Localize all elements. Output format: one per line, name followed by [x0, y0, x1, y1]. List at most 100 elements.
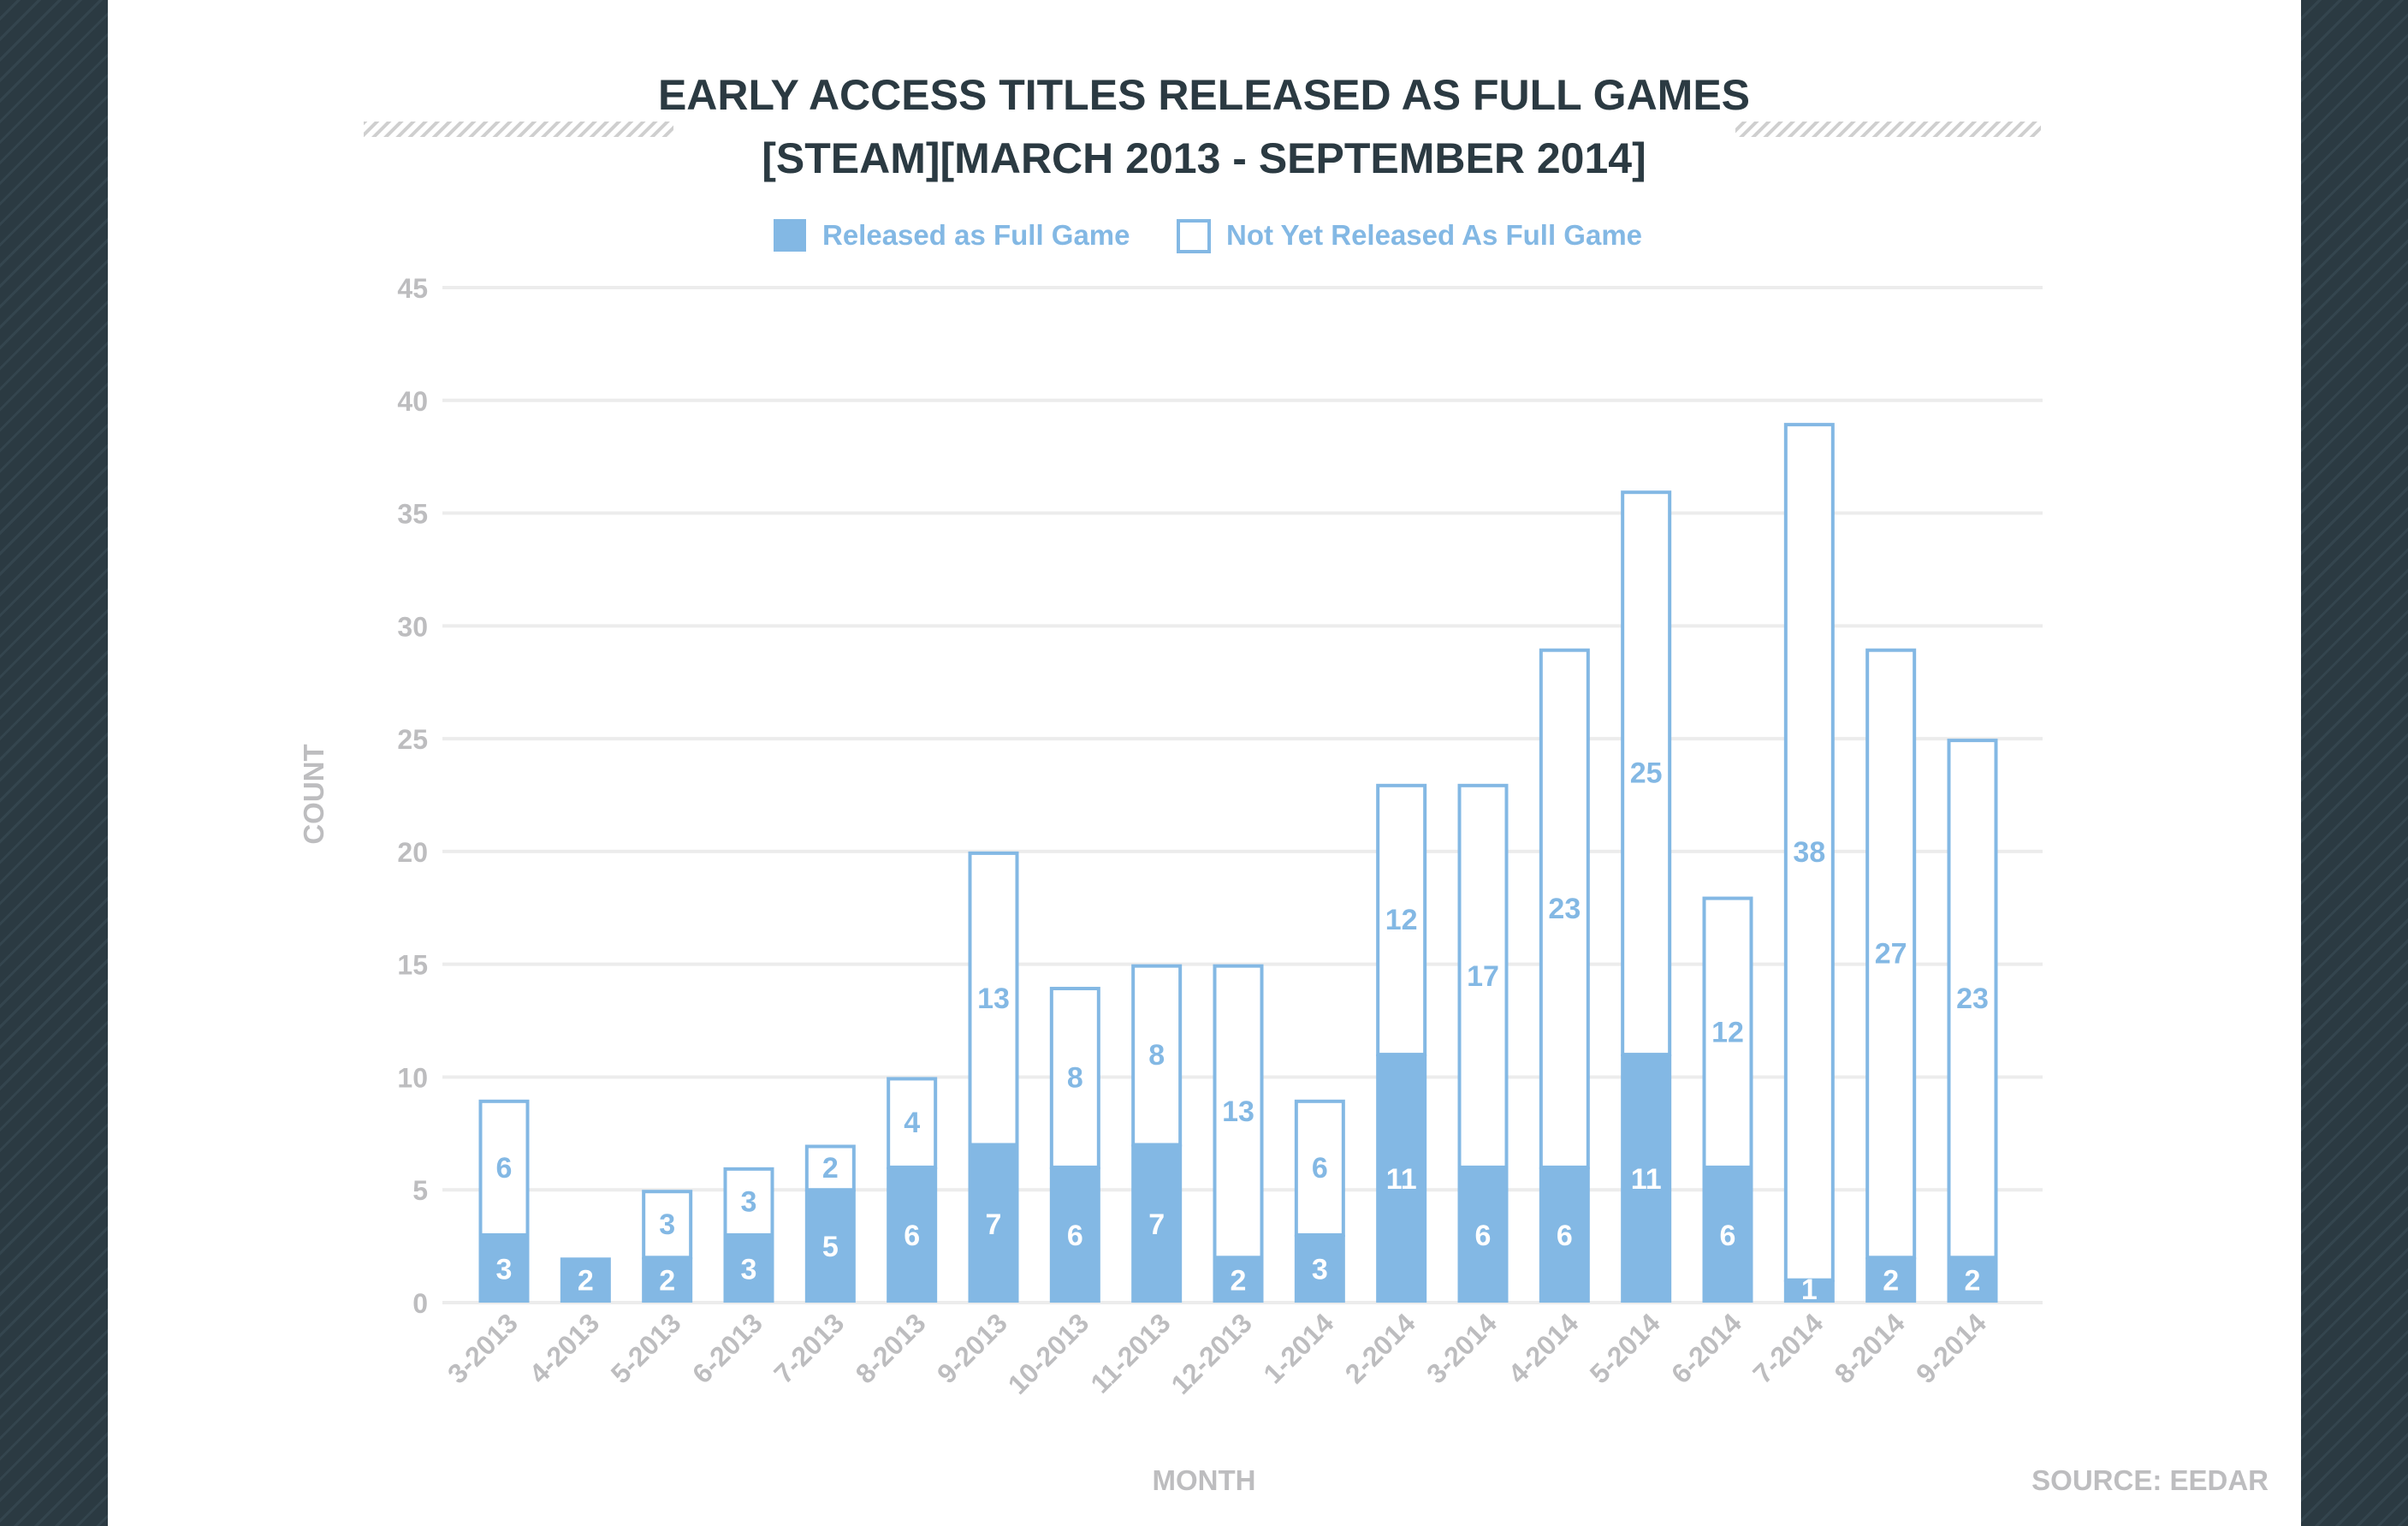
x-tick-label: 5-2014 [1584, 1307, 1666, 1389]
data-label-released: 2 [659, 1265, 675, 1297]
bar-not-released [1213, 964, 1264, 1260]
data-label-released: 6 [1475, 1220, 1492, 1252]
data-label-released: 3 [741, 1253, 757, 1286]
x-tick-label: 8-2013 [850, 1307, 932, 1389]
data-label-not-released: 23 [1956, 983, 1989, 1015]
data-label-not-released: 13 [1222, 1096, 1254, 1128]
y-tick-label: 0 [412, 1288, 428, 1319]
data-label-released: 6 [1720, 1220, 1736, 1252]
data-label-released: 1 [1801, 1274, 1818, 1306]
data-label-not-released: 8 [1067, 1061, 1083, 1094]
data-label-released: 6 [1067, 1220, 1083, 1252]
data-label-not-released: 25 [1630, 757, 1663, 790]
bar-not-released [1376, 783, 1427, 1057]
legend-label-released: Released as Full Game [822, 219, 1130, 251]
bar-released [478, 1234, 530, 1303]
data-label-not-released: 4 [904, 1107, 920, 1139]
bar-group: 23 6 [1539, 648, 1590, 1303]
y-axis-label: COUNT [298, 744, 329, 844]
x-tick-label: 4-2013 [523, 1307, 605, 1389]
bar-released [804, 1190, 856, 1303]
bar-not-released [1947, 739, 1998, 1260]
data-label-not-released: 38 [1793, 836, 1825, 869]
x-tick-label: 9-2013 [931, 1307, 1013, 1389]
bar-not-released [1621, 490, 1672, 1057]
bar-released [1213, 1257, 1264, 1303]
data-label-not-released: 3 [659, 1208, 675, 1241]
legend-swatch-not-released [1177, 219, 1211, 253]
x-tick-label: 2-2014 [1339, 1307, 1421, 1389]
bar-not-released [1865, 648, 1917, 1260]
title-decoration-left [364, 122, 673, 137]
bar-group: 87 [1131, 964, 1183, 1303]
x-tick-label: 3-2013 [442, 1307, 524, 1389]
bar-released [1947, 1257, 1998, 1303]
data-label-not-released: 13 [977, 983, 1010, 1015]
data-label-not-released: 6 [1312, 1152, 1328, 1185]
x-tick-label: 9-2014 [1910, 1307, 1992, 1389]
source-label: SOURCE: EEDAR [2031, 1464, 2269, 1496]
y-tick-label: 10 [397, 1062, 428, 1093]
y-tick-label: 35 [397, 499, 428, 530]
bar-released [723, 1234, 774, 1303]
bar-released [1539, 1167, 1590, 1303]
bar-not-released [804, 1144, 856, 1192]
bar-released [968, 1144, 1019, 1303]
data-label-released: 6 [904, 1220, 920, 1252]
legend-swatch-released [774, 219, 806, 252]
bar-group: 63 [1294, 1099, 1345, 1303]
x-tick-label: 3-2014 [1420, 1307, 1503, 1389]
y-tick-label: 40 [397, 386, 428, 417]
title-decoration-right [1735, 122, 2041, 137]
y-tick-label: 20 [397, 837, 428, 868]
bar-released [1783, 1280, 1835, 1303]
bar-group: 63 [478, 1099, 530, 1303]
bar-not-released [1783, 423, 1835, 1282]
x-tick-label: 11-2013 [1084, 1307, 1176, 1398]
bar-group: 17 6 [1457, 783, 1509, 1303]
bar-released [1131, 1144, 1183, 1303]
data-label-released: 6 [1557, 1220, 1573, 1252]
data-label-released: 2 [1231, 1265, 1247, 1297]
x-tick-label: 6-2013 [686, 1307, 768, 1389]
bar-not-released [1457, 783, 1509, 1169]
x-tick-label: 6-2014 [1665, 1307, 1747, 1389]
bar-not-released [1539, 648, 1590, 1169]
x-axis-label: MONTH [1153, 1464, 1256, 1496]
bar-not-released [1131, 964, 1183, 1147]
x-tick-label: 1-2014 [1257, 1307, 1339, 1389]
data-label-not-released: 27 [1875, 937, 1907, 970]
data-label-not-released: 17 [1467, 960, 1499, 993]
data-label-not-released: 8 [1148, 1039, 1165, 1072]
bar-released [1702, 1167, 1753, 1303]
data-label-released: 2 [1965, 1265, 1981, 1297]
x-tick-label: 12-2013 [1165, 1307, 1257, 1399]
data-label-not-released: 2 [822, 1152, 839, 1185]
data-label-released: 2 [578, 1265, 594, 1297]
chart-title: EARLY ACCESS TITLES RELEASED AS FULL GAM… [658, 71, 1750, 119]
data-label-released: 7 [1148, 1208, 1165, 1241]
legend-label-not-released: Not Yet Released As Full Game [1226, 219, 1642, 251]
chart-subtitle: [STEAM][MARCH 2013 - SEPTEMBER 2014] [762, 134, 1646, 182]
bar-group: 46 [887, 1077, 938, 1303]
bar-group: 86 [1049, 987, 1100, 1303]
x-tick-label: 4-2014 [1502, 1307, 1584, 1389]
x-tick-label: 8-2014 [1829, 1307, 1911, 1389]
bar-released [1294, 1234, 1345, 1303]
bar-group: 13 7 [968, 851, 1019, 1303]
y-tick-label: 5 [412, 1175, 428, 1206]
bar-not-released [1702, 896, 1753, 1169]
bar-group: 25 [804, 1144, 856, 1303]
y-tick-label: 30 [397, 611, 428, 642]
bar-group: 12 11 [1376, 783, 1427, 1303]
data-label-released: 3 [496, 1253, 513, 1286]
data-label-released: 3 [1312, 1253, 1328, 1286]
data-label-not-released: 6 [496, 1152, 513, 1185]
x-tick-label: 7-2014 [1747, 1307, 1829, 1389]
bar-group: 38 1 [1783, 423, 1835, 1306]
bar-released [1376, 1054, 1427, 1303]
y-tick-label: 15 [397, 950, 428, 981]
bar-group: 2 [560, 1257, 611, 1303]
bar-released [1865, 1257, 1917, 1303]
